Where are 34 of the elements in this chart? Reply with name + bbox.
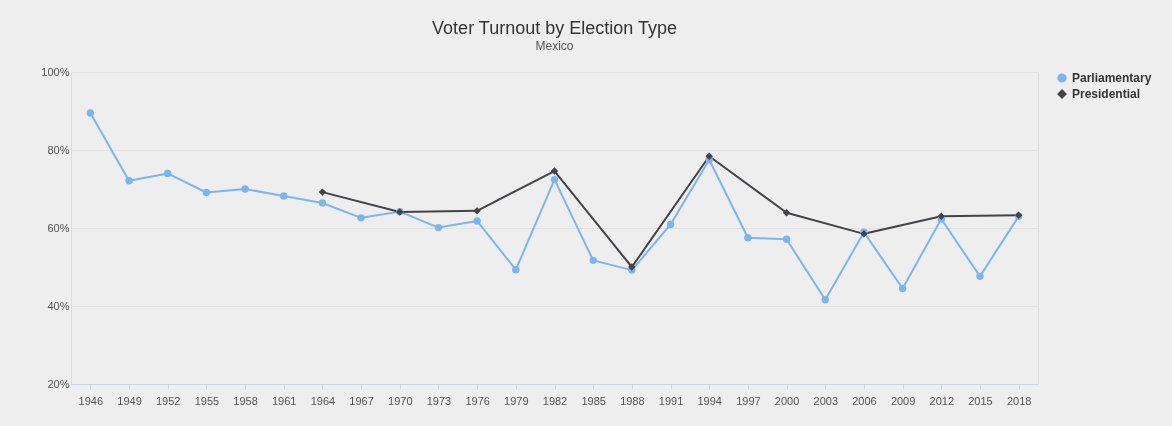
x-tick-label: 1964 [310,394,336,407]
x-tick-label: 1973 [426,394,452,407]
x-tick-label: 1967 [349,394,374,407]
x-tick-label: 1991 [658,394,684,407]
x-tick-label: 1961 [272,394,297,407]
x-tick-label: 1949 [117,394,142,407]
x-tick-label: 2000 [774,394,800,407]
y-tick-label: 20% [47,377,70,390]
y-tick-label: 80% [47,143,70,156]
y-tick-label: 100% [41,65,70,78]
x-tick-label: 1979 [504,394,529,407]
x-tick-label: 2018 [1006,394,1032,407]
x-tick-label: 1952 [155,394,181,407]
x-tick-label: 1970 [388,394,413,407]
x-tick-label: 1958 [233,394,258,407]
legend-label: Presidential [1072,87,1141,101]
x-tick-label: 2012 [929,394,955,407]
chart-title: Voter Turnout by Election Type [432,18,677,38]
y-tick-label: 40% [47,299,70,312]
x-tick-label: 1955 [194,394,220,407]
x-tick-label: 2009 [890,394,916,407]
x-tick-label: 1988 [620,394,645,407]
x-tick-label: 1994 [697,394,722,407]
x-tick-label: 1946 [78,394,104,407]
x-tick-label: 1985 [581,394,606,407]
x-tick-label: 1982 [542,394,568,407]
legend-label: Parliamentary [1072,71,1152,85]
x-tick-label: 2006 [852,394,877,407]
x-tick-label: 2003 [813,394,838,407]
x-tick-label: 2015 [968,394,993,407]
y-tick-label: 60% [47,221,70,234]
x-tick-label: 1976 [465,394,490,407]
chart-subtitle: Mexico [535,39,574,53]
x-tick-label: 1997 [736,394,761,407]
